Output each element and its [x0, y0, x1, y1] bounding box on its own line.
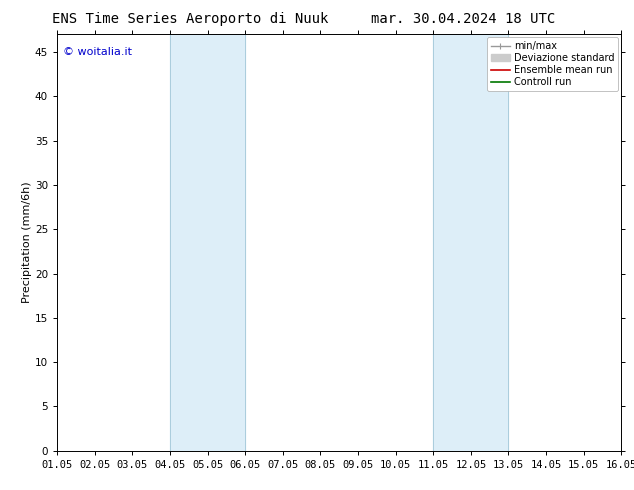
- Legend: min/max, Deviazione standard, Ensemble mean run, Controll run: min/max, Deviazione standard, Ensemble m…: [487, 37, 618, 91]
- Text: © woitalia.it: © woitalia.it: [63, 47, 132, 57]
- Y-axis label: Precipitation (mm/6h): Precipitation (mm/6h): [22, 182, 32, 303]
- Bar: [433, 34, 508, 451]
- Text: mar. 30.04.2024 18 UTC: mar. 30.04.2024 18 UTC: [371, 12, 555, 26]
- Bar: [170, 34, 245, 451]
- Text: ENS Time Series Aeroporto di Nuuk: ENS Time Series Aeroporto di Nuuk: [52, 12, 328, 26]
